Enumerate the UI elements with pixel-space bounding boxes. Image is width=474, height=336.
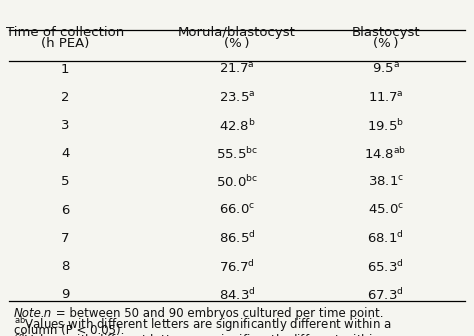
Text: 45.0$^{\mathrm{c}}$: 45.0$^{\mathrm{c}}$ <box>367 203 404 217</box>
Text: 21.7$^{\mathrm{a}}$: 21.7$^{\mathrm{a}}$ <box>219 62 255 76</box>
Text: = between 50 and 90 embryos cultured per time point.: = between 50 and 90 embryos cultured per… <box>52 307 383 320</box>
Text: 84.3$^{\mathrm{d}}$: 84.3$^{\mathrm{d}}$ <box>219 287 255 303</box>
Text: 2: 2 <box>61 91 69 104</box>
Text: n: n <box>40 307 51 320</box>
Text: 76.7$^{\mathrm{d}}$: 76.7$^{\mathrm{d}}$ <box>219 259 255 275</box>
Text: 4: 4 <box>61 147 69 160</box>
Text: 19.5$^{\mathrm{b}}$: 19.5$^{\mathrm{b}}$ <box>367 118 404 133</box>
Text: 14.8$^{\mathrm{ab}}$: 14.8$^{\mathrm{ab}}$ <box>365 146 407 162</box>
Text: 7: 7 <box>61 232 69 245</box>
Text: (% ): (% ) <box>224 37 250 50</box>
Text: $^{\mathrm{ab}}$Values with different letters are significantly different within: $^{\mathrm{ab}}$Values with different le… <box>14 316 392 334</box>
Text: 68.1$^{\mathrm{d}}$: 68.1$^{\mathrm{d}}$ <box>367 230 404 246</box>
Text: Morula/blastocyst: Morula/blastocyst <box>178 27 296 40</box>
Text: (h PEA): (h PEA) <box>41 37 89 50</box>
Text: 11.7$^{\mathrm{a}}$: 11.7$^{\mathrm{a}}$ <box>368 90 403 104</box>
Text: 1: 1 <box>61 63 69 76</box>
Text: 67.3$^{\mathrm{d}}$: 67.3$^{\mathrm{d}}$ <box>367 287 404 303</box>
Text: 65.3$^{\mathrm{d}}$: 65.3$^{\mathrm{d}}$ <box>367 259 404 275</box>
Text: 86.5$^{\mathrm{d}}$: 86.5$^{\mathrm{d}}$ <box>219 230 255 246</box>
Text: $^{\mathrm{cd}}$Values with different letters are significantly different within: $^{\mathrm{cd}}$Values with different le… <box>14 331 391 336</box>
Text: 6: 6 <box>61 204 69 217</box>
Text: 50.0$^{\mathrm{bc}}$: 50.0$^{\mathrm{bc}}$ <box>216 174 258 190</box>
Text: 23.5$^{\mathrm{a}}$: 23.5$^{\mathrm{a}}$ <box>219 90 255 104</box>
Text: 38.1$^{\mathrm{c}}$: 38.1$^{\mathrm{c}}$ <box>367 175 404 189</box>
Text: column (P < 0.05).: column (P < 0.05). <box>14 324 124 336</box>
Text: 5: 5 <box>61 175 69 188</box>
Text: 66.0$^{\mathrm{c}}$: 66.0$^{\mathrm{c}}$ <box>219 203 255 217</box>
Text: 9: 9 <box>61 288 69 301</box>
Text: 3: 3 <box>61 119 69 132</box>
Text: 55.5$^{\mathrm{bc}}$: 55.5$^{\mathrm{bc}}$ <box>216 146 258 162</box>
Text: 9.5$^{\mathrm{a}}$: 9.5$^{\mathrm{a}}$ <box>372 62 400 76</box>
Text: 42.8$^{\mathrm{b}}$: 42.8$^{\mathrm{b}}$ <box>219 118 255 133</box>
Text: (% ): (% ) <box>373 37 398 50</box>
Text: 8: 8 <box>61 260 69 273</box>
Text: Note.: Note. <box>14 307 46 320</box>
Text: Blastocyst: Blastocyst <box>351 27 420 40</box>
Text: Time of collection: Time of collection <box>6 27 124 40</box>
